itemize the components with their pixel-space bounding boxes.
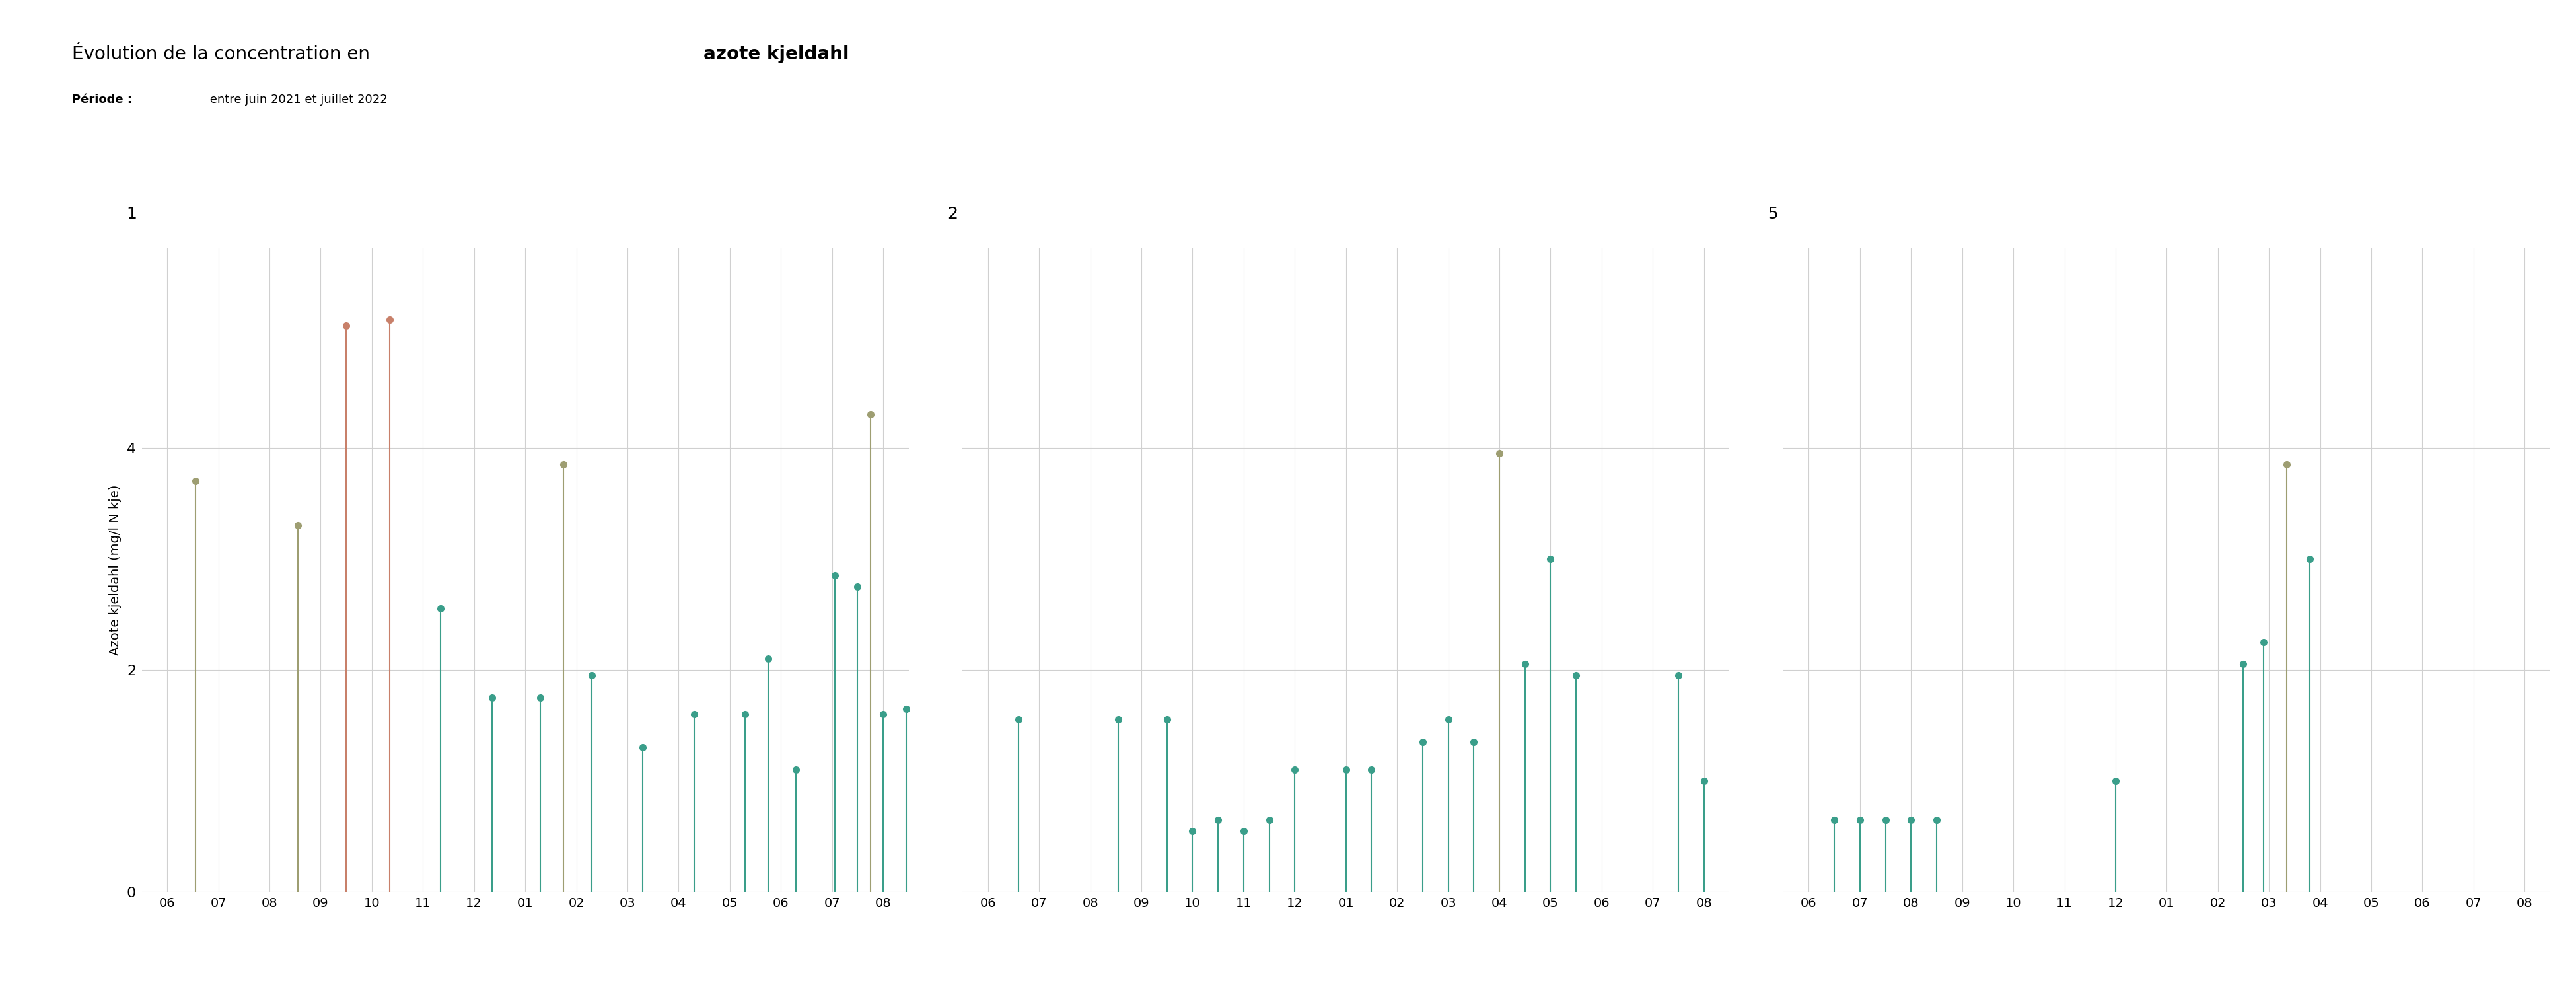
Text: 1: 1 [126,206,137,222]
Text: entre juin 2021 et juillet 2022: entre juin 2021 et juillet 2022 [206,94,386,106]
Text: Évolution de la concentration en: Évolution de la concentration en [72,45,376,63]
Y-axis label: Azote kjeldahl (mg/l N kje): Azote kjeldahl (mg/l N kje) [108,485,121,655]
Text: 5: 5 [1767,206,1777,222]
Text: azote kjeldahl: azote kjeldahl [703,45,850,63]
Text: 2: 2 [948,206,958,222]
Text: Période :: Période : [72,94,131,106]
